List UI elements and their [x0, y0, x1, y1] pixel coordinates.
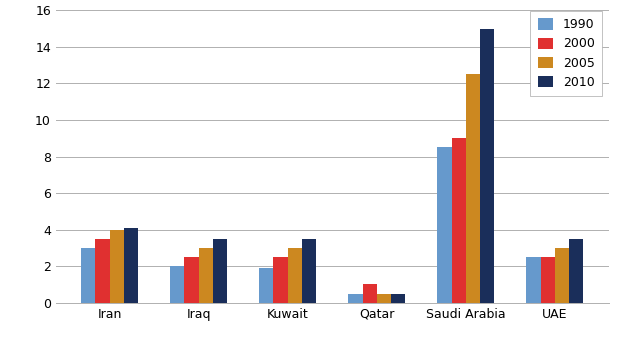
Bar	[363, 284, 377, 303]
Bar	[259, 268, 273, 303]
Bar	[466, 74, 480, 303]
Bar	[213, 239, 227, 303]
Bar	[541, 257, 555, 303]
Bar	[391, 293, 406, 303]
Bar	[288, 248, 302, 303]
Bar	[348, 293, 363, 303]
Bar	[377, 293, 391, 303]
Bar	[527, 257, 541, 303]
Bar	[95, 239, 109, 303]
Bar	[451, 138, 466, 303]
Bar	[555, 248, 569, 303]
Bar	[480, 29, 494, 303]
Bar	[569, 239, 584, 303]
Bar	[302, 239, 316, 303]
Bar	[273, 257, 288, 303]
Bar	[184, 257, 199, 303]
Bar	[124, 228, 138, 303]
Bar	[109, 230, 124, 303]
Bar	[81, 248, 95, 303]
Bar	[199, 248, 213, 303]
Bar	[170, 266, 184, 303]
Legend: 1990, 2000, 2005, 2010: 1990, 2000, 2005, 2010	[530, 11, 602, 96]
Bar	[437, 147, 451, 303]
